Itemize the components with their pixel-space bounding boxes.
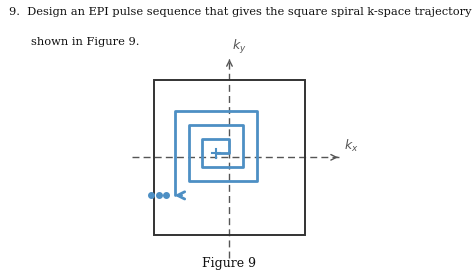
Text: shown in Figure 9.: shown in Figure 9. [31,37,139,47]
Bar [155,80,305,235]
Text: 9.  Design an EPI pulse sequence that gives the square spiral k-space trajectory: 9. Design an EPI pulse sequence that giv… [9,7,471,17]
Text: Figure 9: Figure 9 [202,257,256,270]
Text: $k_x$: $k_x$ [344,138,358,154]
Text: $k_y$: $k_y$ [232,38,247,55]
